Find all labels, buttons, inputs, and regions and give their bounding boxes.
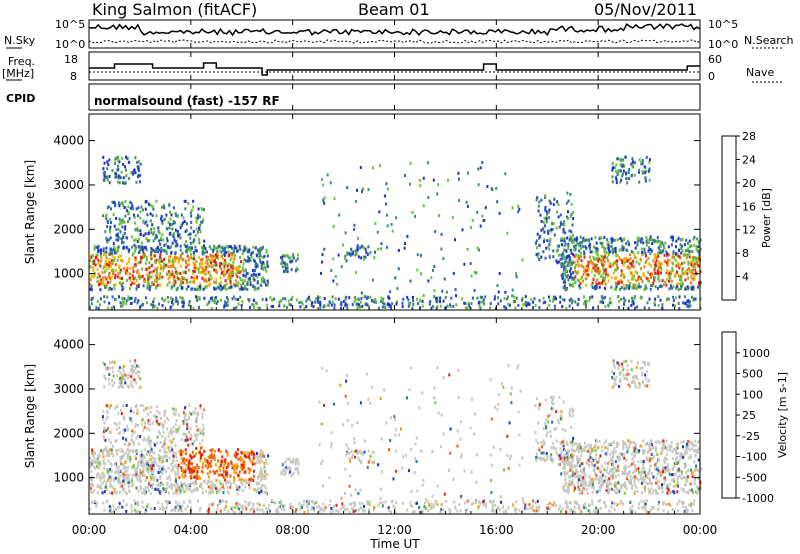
colorbar-tick-label: 25 <box>742 409 756 422</box>
colorbar-frame <box>721 135 737 301</box>
colorbar-tick-label: -100 <box>742 451 767 464</box>
nsearch-label: N.Search <box>744 34 794 47</box>
beam-title: Beam 01 <box>358 0 430 19</box>
noise-sky-line <box>88 23 701 37</box>
x-tick-label: 00:00 <box>72 523 107 537</box>
colorbar-frame <box>721 331 737 499</box>
station-title: King Salmon (fitACF) <box>92 0 258 19</box>
nsky-label: N.Sky <box>4 34 36 47</box>
colorbar-label: Power [dB] <box>760 188 773 248</box>
date-title: 05/Nov/2011 <box>594 0 698 19</box>
colorbar-tick-label: 16 <box>742 200 756 213</box>
cpid-label: CPID <box>6 92 36 105</box>
colorbar-tick-label: 8 <box>742 247 749 260</box>
colorbar-tick-label: -25 <box>742 430 760 443</box>
x-tick-label: 12:00 <box>377 523 412 537</box>
freq-left-tick-bottom: 8 <box>70 70 77 83</box>
freq-left-tick-top: 18 <box>64 53 78 66</box>
noise-right-tick-top: 10^5 <box>708 18 739 31</box>
colorbar-tick-label: -1000 <box>742 492 774 505</box>
noise-left-tick-bottom: 10^0 <box>55 38 86 51</box>
freq-line <box>89 62 700 76</box>
colorbar-tick-label: 1000 <box>742 347 770 360</box>
freq-label-bottom: [MHz] <box>2 67 35 80</box>
x-tick-label: 20:00 <box>581 523 616 537</box>
x-axis-label: Time UT <box>369 537 420 551</box>
colorbar-label: Velocity [m s-1] <box>776 372 789 458</box>
x-tick-label: 04:00 <box>174 523 209 537</box>
y-tick-label: 2000 <box>53 222 84 236</box>
colorbar-tick-label: -500 <box>742 471 767 484</box>
noise-right-tick-bottom: 10^0 <box>708 38 739 51</box>
colorbar-tick-label: 500 <box>742 368 763 381</box>
y-tick-label: 3000 <box>53 382 84 396</box>
cpid-text: normalsound (fast) -157 RF <box>94 94 280 108</box>
y-tick-label: 1000 <box>53 267 84 281</box>
y-axis-label: Slant Range [km] <box>23 364 37 468</box>
y-tick-label: 1000 <box>53 471 84 485</box>
noise-search-line <box>88 39 701 44</box>
y-tick-label: 2000 <box>53 426 84 440</box>
y-axis-label: Slant Range [km] <box>23 160 37 264</box>
colorbar-tick-label: 100 <box>742 388 763 401</box>
y-tick-label: 4000 <box>53 134 84 148</box>
colorbar-tick-label: 24 <box>742 153 756 166</box>
y-tick-label: 3000 <box>53 178 84 192</box>
nave-label: Nave <box>746 66 775 79</box>
colorbar-tick-label: 20 <box>742 177 756 190</box>
x-tick-label: 00:00 <box>683 523 718 537</box>
x-tick-label: 08:00 <box>275 523 310 537</box>
colorbar-tick-label: 4 <box>742 271 749 284</box>
colorbar-tick-label: 28 <box>742 130 756 143</box>
freq-right-tick-bottom: 0 <box>708 70 715 83</box>
colorbar-tick-label: 12 <box>742 224 756 237</box>
freq-label-top: Freq. <box>8 55 36 68</box>
freq-right-tick-top: 60 <box>708 53 722 66</box>
y-tick-label: 4000 <box>53 338 84 352</box>
x-tick-label: 16:00 <box>479 523 514 537</box>
noise-left-tick-top: 10^5 <box>55 18 86 31</box>
